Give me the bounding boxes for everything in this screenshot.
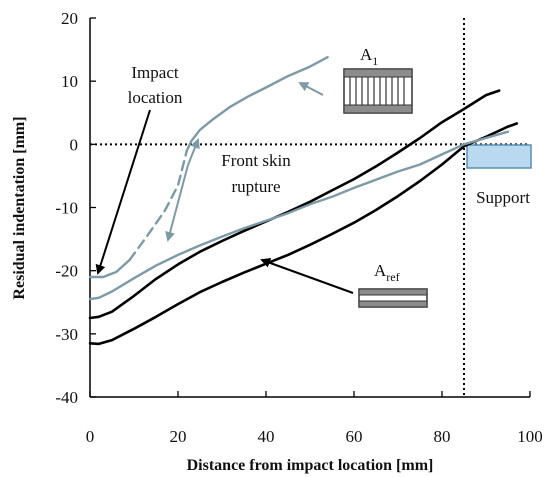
series-line-4 bbox=[128, 149, 189, 262]
aref-panel-icon bbox=[358, 288, 428, 308]
series-line-0 bbox=[88, 122, 519, 346]
x-tick-label: 60 bbox=[346, 427, 363, 446]
a1-label: A1 bbox=[360, 45, 378, 68]
x-tick-label: 0 bbox=[86, 427, 95, 446]
tick-group: -40 -30 -20 -10 0 10 20 0 20 40 60 80 100 bbox=[55, 9, 542, 446]
y-tick-label: 0 bbox=[70, 135, 79, 154]
aref-arrow bbox=[260, 258, 354, 294]
y-tick-label: 10 bbox=[61, 72, 78, 91]
a1-panel-icon bbox=[343, 68, 413, 114]
x-tick-label: 80 bbox=[434, 427, 451, 446]
y-tick-label: 20 bbox=[61, 9, 78, 28]
impact-label-line2: location bbox=[128, 88, 183, 107]
front-skin-label-line1: Front skin bbox=[221, 151, 291, 170]
series-line-2 bbox=[88, 130, 510, 301]
impact-label-line1: Impact bbox=[131, 63, 178, 82]
x-axis-title: Distance from impact location [mm] bbox=[187, 457, 434, 474]
impact-arrow bbox=[95, 109, 151, 275]
front-skin-label-line2: rupture bbox=[231, 177, 280, 196]
y-tick-label: -10 bbox=[55, 199, 78, 218]
front-skin-arrow-up bbox=[187, 138, 200, 166]
y-axis-title: Residual indentation [mm] bbox=[11, 116, 28, 299]
series-line-1 bbox=[88, 89, 501, 320]
y-tick-label: -20 bbox=[55, 262, 78, 281]
a1-arrow bbox=[298, 82, 324, 96]
front-skin-arrow-down bbox=[165, 164, 189, 242]
series-line-5 bbox=[185, 56, 329, 152]
aref-label: Aref bbox=[374, 261, 400, 284]
series-line-3 bbox=[88, 258, 131, 279]
x-tick-label: 20 bbox=[170, 427, 187, 446]
x-tick-label: 40 bbox=[258, 427, 275, 446]
x-tick-label: 100 bbox=[517, 427, 543, 446]
y-tick-label: -40 bbox=[55, 388, 78, 407]
support-box bbox=[466, 144, 532, 169]
support-label: Support bbox=[476, 188, 530, 207]
y-tick-label: -30 bbox=[55, 325, 78, 344]
series-group bbox=[88, 56, 519, 346]
